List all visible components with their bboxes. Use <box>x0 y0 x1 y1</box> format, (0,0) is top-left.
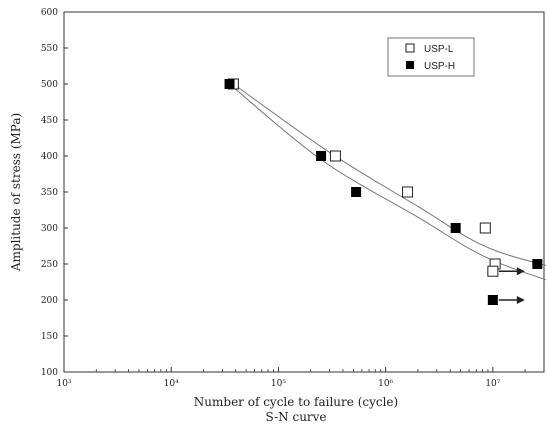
y-tick-label: 300 <box>41 224 58 234</box>
x-tick-label: 10⁷ <box>485 379 500 389</box>
y-tick-label: 600 <box>41 8 58 18</box>
runout-arrowhead-usp-l <box>516 267 525 276</box>
x-axis-ticks: 10³ 10⁴ 10⁵ 10⁶ 10⁷ <box>56 367 526 389</box>
data-points <box>224 78 543 305</box>
y-tick-label: 250 <box>41 260 58 270</box>
chart-caption: S-N curve <box>265 410 326 424</box>
fit-curves <box>229 83 546 281</box>
x-tick-label: 10⁴ <box>164 379 179 389</box>
y-tick-label: 200 <box>41 296 58 306</box>
data-point-usp-h <box>351 187 362 197</box>
data-point-usp-h <box>532 259 543 269</box>
data-point-usp-l <box>402 186 414 198</box>
legend-label-usp-l: USP-L <box>424 44 454 55</box>
data-point-usp-l <box>487 265 499 277</box>
legend: USP-L USP-H <box>387 37 475 77</box>
x-tick-label: 10³ <box>56 379 71 389</box>
y-tick-label: 350 <box>41 188 58 198</box>
y-tick-label: 450 <box>41 116 58 126</box>
x-tick-label: 10⁶ <box>378 379 393 389</box>
runout-arrows <box>498 267 525 304</box>
legend-box <box>387 37 475 77</box>
legend-label-usp-h: USP-H <box>424 61 455 72</box>
y-tick-label: 100 <box>41 368 58 378</box>
data-point-usp-h <box>224 79 235 89</box>
data-point-usp-h <box>487 295 498 305</box>
fit-curve-usp-l <box>233 83 546 266</box>
legend-marker-usp-l <box>405 43 415 53</box>
data-point-usp-l <box>479 222 491 234</box>
runout-arrowhead-usp-h <box>516 296 525 304</box>
y-axis-ticks: 100 150 200 250 300 350 400 450 500 550 600 <box>41 8 68 378</box>
x-tick-label: 10⁵ <box>271 379 286 389</box>
y-tick-label: 400 <box>41 152 58 162</box>
data-point-usp-h <box>450 223 461 233</box>
data-point-usp-h <box>316 151 327 161</box>
x-axis-title: Number of cycle to failure (cycle) <box>194 395 398 409</box>
y-tick-label: 150 <box>41 332 58 342</box>
data-point-usp-l <box>329 150 341 162</box>
y-tick-label: 500 <box>41 80 58 90</box>
fit-curve-usp-h <box>229 83 546 281</box>
y-tick-label: 550 <box>41 44 58 54</box>
y-axis-title: Amplitude of stress (MPa) <box>9 113 23 272</box>
legend-marker-usp-h <box>406 61 414 69</box>
